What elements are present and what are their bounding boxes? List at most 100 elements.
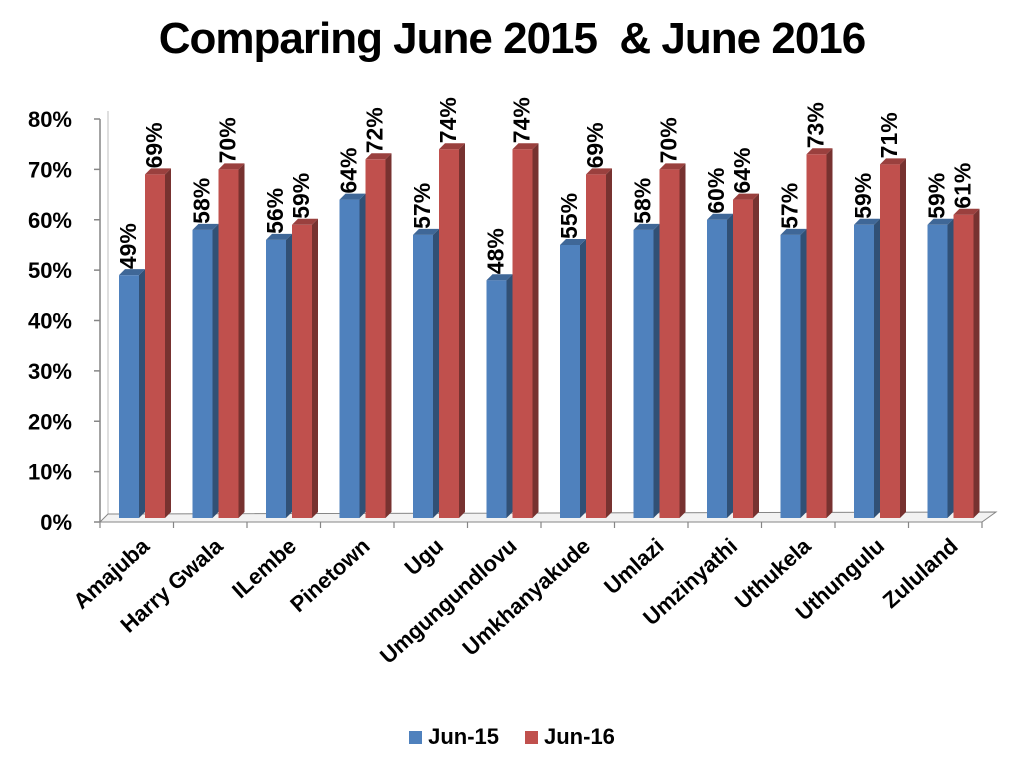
x-tick-label: Ugu — [400, 533, 449, 580]
bar-jun-15 — [633, 223, 660, 518]
bar-top — [659, 163, 686, 170]
bar-front — [512, 149, 533, 518]
bar-side — [459, 143, 465, 518]
y-tick-label: 80% — [28, 107, 72, 132]
legend-label-series-2: Jun-16 — [544, 724, 615, 749]
data-label: 74% — [509, 97, 535, 143]
bar-top — [145, 168, 171, 175]
bar-side — [606, 168, 612, 518]
bar-front — [119, 275, 139, 518]
data-label: 70% — [215, 117, 241, 163]
x-tick-label: Umlazi — [599, 533, 668, 599]
x-tick-label: ILembe — [227, 533, 301, 603]
bar-jun-15 — [854, 218, 880, 518]
bar-jun-16 — [733, 193, 759, 518]
bar-jun-15 — [339, 193, 366, 518]
legend-swatch-series-1 — [409, 730, 423, 744]
x-tick-label: Pinetown — [285, 533, 374, 617]
bar-side — [139, 269, 145, 518]
bar-top — [707, 213, 733, 220]
y-tick-label: 40% — [28, 309, 72, 334]
y-tick-label: 10% — [28, 460, 72, 485]
bar-jun-16 — [439, 143, 465, 518]
bar-top — [927, 218, 954, 225]
bar-jun-16 — [218, 163, 245, 518]
bar-front — [145, 174, 165, 518]
bar-jun-16 — [953, 208, 980, 518]
bar-side — [679, 163, 686, 518]
bar-jun-15 — [927, 218, 954, 518]
bar-side — [433, 228, 439, 519]
bar-jun-16 — [880, 158, 906, 518]
bar-top — [953, 208, 980, 215]
x-tick-label: Umgungundlovu — [375, 533, 522, 669]
bar-side — [874, 218, 880, 518]
bar-side — [653, 223, 660, 518]
bar-side — [385, 153, 392, 519]
bar-side — [753, 193, 759, 518]
bar-top — [292, 218, 318, 225]
bar-side — [312, 218, 318, 518]
y-tick-label: 0% — [40, 510, 72, 535]
data-label: 55% — [556, 193, 582, 239]
bar-jun-16 — [659, 163, 686, 518]
data-label: 69% — [582, 122, 608, 168]
bar-side — [973, 208, 980, 518]
data-label: 59% — [288, 173, 314, 219]
bar-top — [266, 233, 292, 240]
legend-item-series-1: Jun-15 — [409, 724, 499, 750]
bar-side — [359, 193, 366, 518]
bar-top — [880, 158, 906, 165]
chart-title: Comparing June 2015 & June 2016 — [158, 14, 867, 63]
legend-swatch-series-2 — [525, 730, 538, 744]
bar-jun-16 — [512, 143, 539, 518]
bar-side — [580, 238, 586, 518]
bar-top — [119, 269, 145, 276]
bar-jun-15 — [119, 269, 145, 518]
bar-top — [586, 168, 612, 175]
bar-top — [365, 153, 392, 160]
y-tick-label: 20% — [28, 409, 72, 434]
bar-front — [953, 214, 974, 518]
data-label: 69% — [141, 122, 167, 168]
bar-front — [927, 224, 948, 518]
bar-front — [439, 149, 459, 518]
bar-front — [854, 224, 874, 518]
x-tick-label: Zululand — [878, 533, 963, 613]
data-label: 72% — [362, 107, 388, 153]
bar-top — [486, 274, 513, 281]
legend-label-series-1: Jun-15 — [428, 724, 499, 749]
y-tick-label: 60% — [28, 208, 72, 233]
bar-side — [947, 218, 954, 518]
bar-side — [826, 148, 833, 518]
bar-top — [854, 218, 880, 225]
bar-side — [506, 274, 513, 518]
bar-jun-16 — [145, 168, 171, 518]
bar-side — [165, 168, 171, 518]
data-label: 64% — [336, 148, 362, 194]
data-label: 59% — [924, 173, 950, 219]
data-label: 70% — [656, 117, 682, 163]
y-tick-label: 50% — [28, 258, 72, 283]
bar-jun-15 — [413, 228, 439, 519]
bar-front — [880, 164, 900, 518]
data-label: 58% — [630, 178, 656, 224]
bar-front — [292, 224, 312, 518]
bar-top — [806, 148, 833, 155]
y-tick-label: 30% — [28, 359, 72, 384]
bar-front — [733, 199, 753, 518]
bar-jun-15 — [560, 238, 586, 518]
bar-front — [707, 219, 727, 518]
data-label: 73% — [803, 102, 829, 148]
bar-side — [900, 158, 906, 518]
bar-front — [560, 244, 580, 518]
bar-side — [800, 228, 807, 519]
bar-top — [780, 228, 807, 235]
data-label: 56% — [262, 188, 288, 234]
bar-front — [586, 174, 606, 518]
bar-front — [266, 239, 286, 518]
bar-front — [780, 234, 801, 519]
bar-top — [413, 228, 439, 235]
bar-jun-15 — [486, 274, 513, 518]
